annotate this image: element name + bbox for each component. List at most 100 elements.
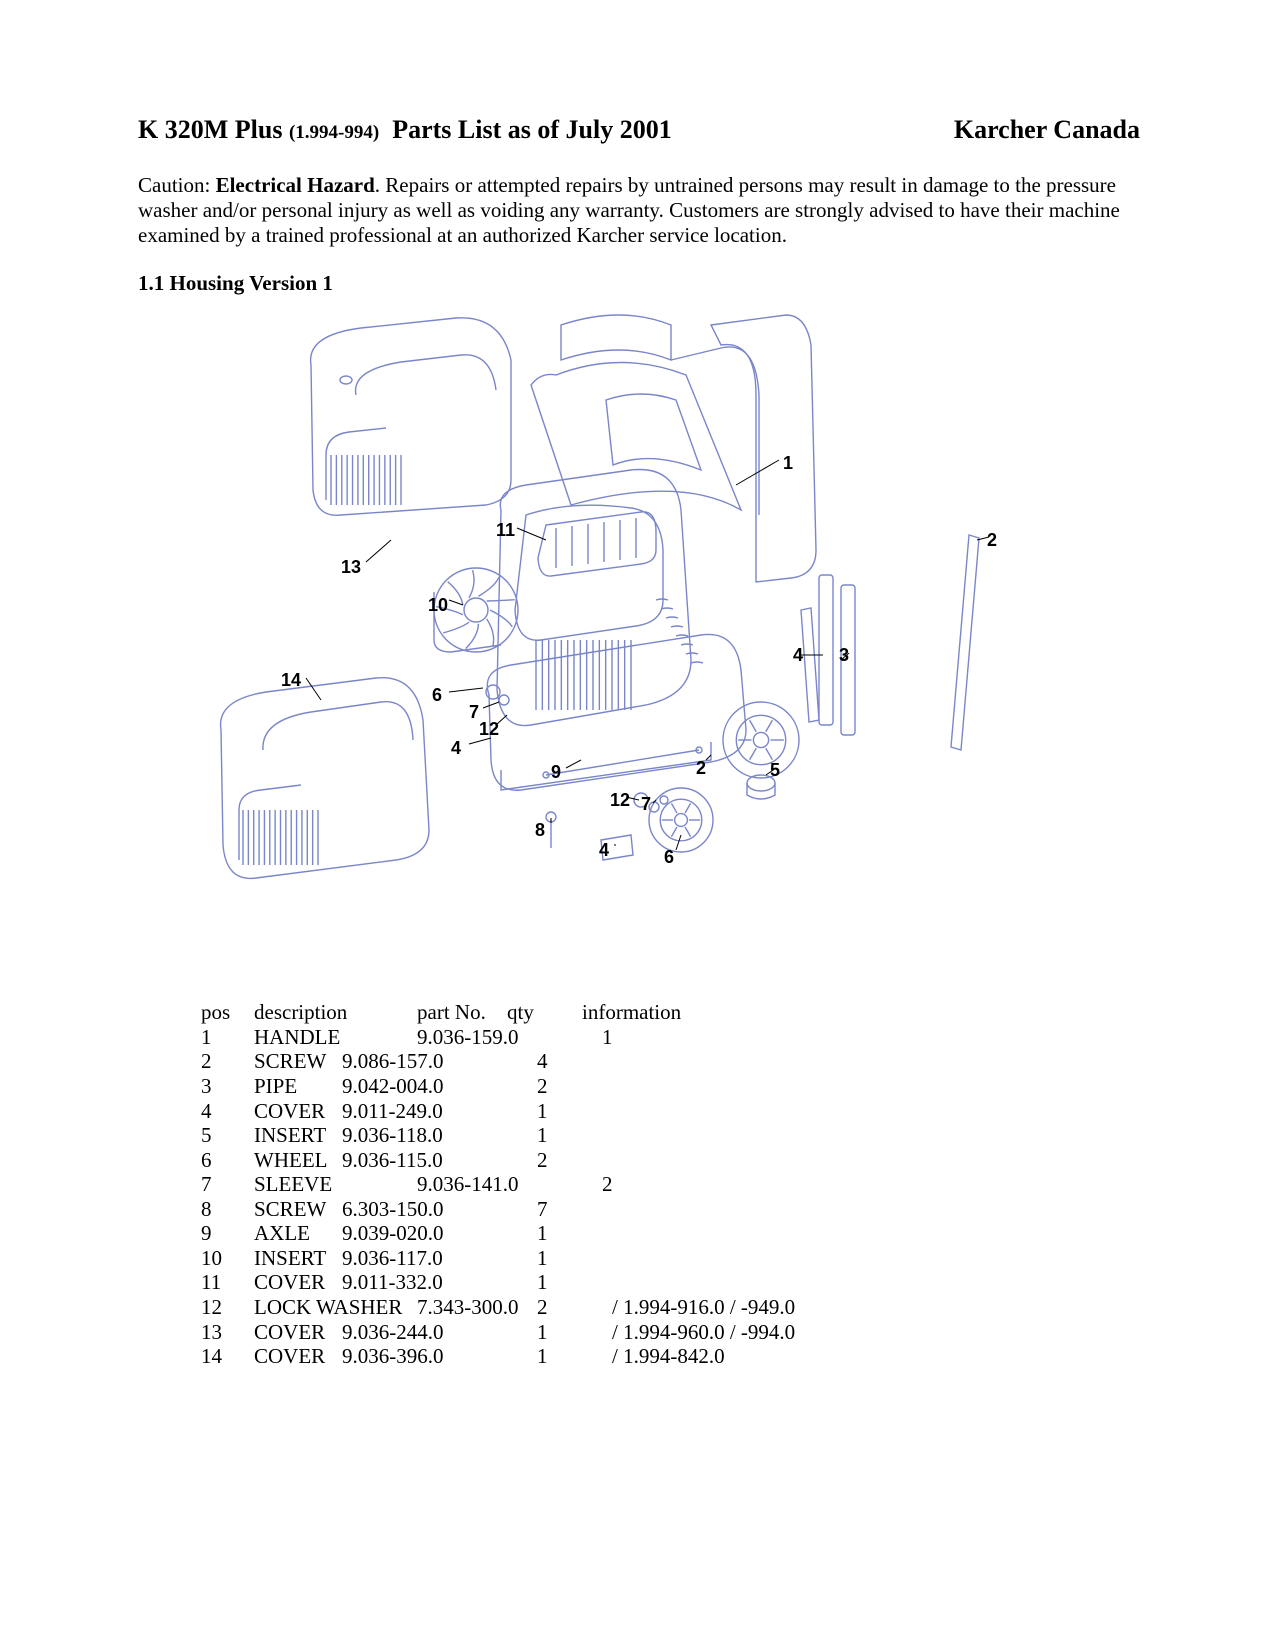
table-row: 3PIPE9.042-004.02 <box>201 1074 1140 1099</box>
table-row: 9AXLE9.039-020.01 <box>201 1221 1140 1246</box>
diagram-callout: 12 <box>610 790 630 811</box>
col-header-desc: description <box>254 1000 417 1025</box>
title-mid: Parts List as of July 2001 <box>392 115 672 144</box>
table-cell: 1 <box>472 1320 577 1345</box>
title-right: Karcher Canada <box>954 115 1140 145</box>
table-row: 12LOCK WASHER7.343-300.02 / 1.994-916.0 /… <box>201 1295 1140 1320</box>
table-header-row: pos description part No. qty information <box>201 1000 1140 1025</box>
col-header-info: information <box>582 1000 1140 1025</box>
model-subcode: (1.994-994) <box>289 122 379 143</box>
table-cell: 9.036-141.0 <box>417 1172 567 1197</box>
table-cell: 9.039-020.0 <box>342 1221 472 1246</box>
table-cell: 9.036-117.0 <box>342 1246 472 1271</box>
table-cell: PIPE <box>254 1074 342 1099</box>
caution-paragraph: Caution: Electrical Hazard. Repairs or a… <box>138 173 1140 247</box>
table-cell: 5 <box>201 1123 254 1148</box>
table-cell: 1 <box>472 1344 577 1369</box>
table-cell: 9.036-244.0 <box>342 1320 472 1345</box>
diagram-callout: 7 <box>469 702 479 723</box>
col-header-part: part No. <box>417 1000 507 1025</box>
table-cell: 9.011-332.0 <box>342 1270 472 1295</box>
table-cell: LOCK WASHER <box>254 1295 417 1320</box>
diagram-callout: 4 <box>451 738 461 759</box>
table-cell: HANDLE <box>254 1025 417 1050</box>
table-cell: 9.036-115.0 <box>342 1148 472 1173</box>
table-cell <box>612 1270 1140 1295</box>
table-cell: SCREW <box>254 1197 342 1222</box>
table-cell: 2 <box>472 1074 577 1099</box>
table-row: 8SCREW6.303-150.07 <box>201 1197 1140 1222</box>
diagram-callout: 6 <box>664 847 674 868</box>
table-cell: / 1.994-960.0 / -994.0 <box>612 1320 1140 1345</box>
table-cell: 9 <box>201 1221 254 1246</box>
table-cell: 9.042-004.0 <box>342 1074 472 1099</box>
table-cell: 1 <box>472 1270 577 1295</box>
table-cell: 4 <box>201 1099 254 1124</box>
table-cell: INSERT <box>254 1123 342 1148</box>
table-cell <box>612 1221 1140 1246</box>
table-cell: / 1.994-916.0 / -949.0 <box>612 1295 1140 1320</box>
table-cell: 2 <box>537 1295 577 1320</box>
table-cell: AXLE <box>254 1221 342 1246</box>
table-cell: 4 <box>472 1049 577 1074</box>
parts-table: pos description part No. qty information… <box>201 1000 1140 1368</box>
table-row: 14COVER9.036-396.01/ 1.994-842.0 <box>201 1344 1140 1369</box>
diagram-callout: 8 <box>535 820 545 841</box>
table-cell <box>612 1123 1140 1148</box>
table-cell: COVER <box>254 1344 342 1369</box>
table-cell <box>612 1197 1140 1222</box>
table-cell: 7.343-300.0 <box>417 1295 537 1320</box>
diagram-callout: 13 <box>341 557 361 578</box>
title-row: K 320M Plus (1.994-994) Parts List as of… <box>138 115 1140 145</box>
diagram-callout: 3 <box>839 645 849 666</box>
exploded-diagram: 11121310431467124925127846 <box>201 300 1001 1000</box>
table-row: 10INSERT9.036-117.01 <box>201 1246 1140 1271</box>
table-cell: 9.036-118.0 <box>342 1123 472 1148</box>
table-cell: 8 <box>201 1197 254 1222</box>
table-cell: 7 <box>472 1197 577 1222</box>
table-row: 7SLEEVE9.036-141.0 2 <box>201 1172 1140 1197</box>
table-row: 2SCREW9.086-157.04 <box>201 1049 1140 1074</box>
table-cell: SCREW <box>254 1049 342 1074</box>
table-cell <box>612 1148 1140 1173</box>
table-cell <box>612 1049 1140 1074</box>
table-cell: 1 <box>201 1025 254 1050</box>
caution-hazard: Electrical Hazard <box>216 173 375 197</box>
diagram-callout: 1 <box>783 453 793 474</box>
table-cell: 1 <box>472 1221 577 1246</box>
table-cell <box>612 1074 1140 1099</box>
diagram-callout: 5 <box>770 760 780 781</box>
table-cell: COVER <box>254 1320 342 1345</box>
table-cell: SLEEVE <box>254 1172 417 1197</box>
table-cell: 9.036-159.0 <box>417 1025 567 1050</box>
table-cell: 12 <box>201 1295 254 1320</box>
model-name: K 320M Plus <box>138 115 282 144</box>
title-left: K 320M Plus (1.994-994) Parts List as of… <box>138 115 672 145</box>
document-page: K 320M Plus (1.994-994) Parts List as of… <box>0 0 1275 1449</box>
table-cell: 7 <box>201 1172 254 1197</box>
table-cell: 14 <box>201 1344 254 1369</box>
col-header-pos: pos <box>201 1000 254 1025</box>
diagram-callout: 6 <box>432 685 442 706</box>
table-cell: 9.036-396.0 <box>342 1344 472 1369</box>
diagram-callout: 9 <box>551 762 561 783</box>
table-cell: 1 <box>602 1025 1140 1050</box>
diagram-callout: 10 <box>428 595 448 616</box>
table-cell: 1 <box>472 1123 577 1148</box>
table-cell: 2 <box>472 1148 577 1173</box>
table-cell: 6.303-150.0 <box>342 1197 472 1222</box>
caution-prefix: Caution: <box>138 173 216 197</box>
table-cell: 13 <box>201 1320 254 1345</box>
table-cell: INSERT <box>254 1246 342 1271</box>
diagram-callout: 14 <box>281 670 301 691</box>
table-cell <box>612 1099 1140 1124</box>
section-heading: 1.1 Housing Version 1 <box>138 271 1140 296</box>
table-row: 5INSERT9.036-118.01 <box>201 1123 1140 1148</box>
diagram-callout: 4 <box>793 645 803 666</box>
table-cell: 11 <box>201 1270 254 1295</box>
table-cell: 2 <box>602 1172 1140 1197</box>
table-row: 11COVER9.011-332.01 <box>201 1270 1140 1295</box>
table-cell: COVER <box>254 1270 342 1295</box>
diagram-callout: 7 <box>641 794 651 815</box>
table-row: 4COVER9.011-249.01 <box>201 1099 1140 1124</box>
